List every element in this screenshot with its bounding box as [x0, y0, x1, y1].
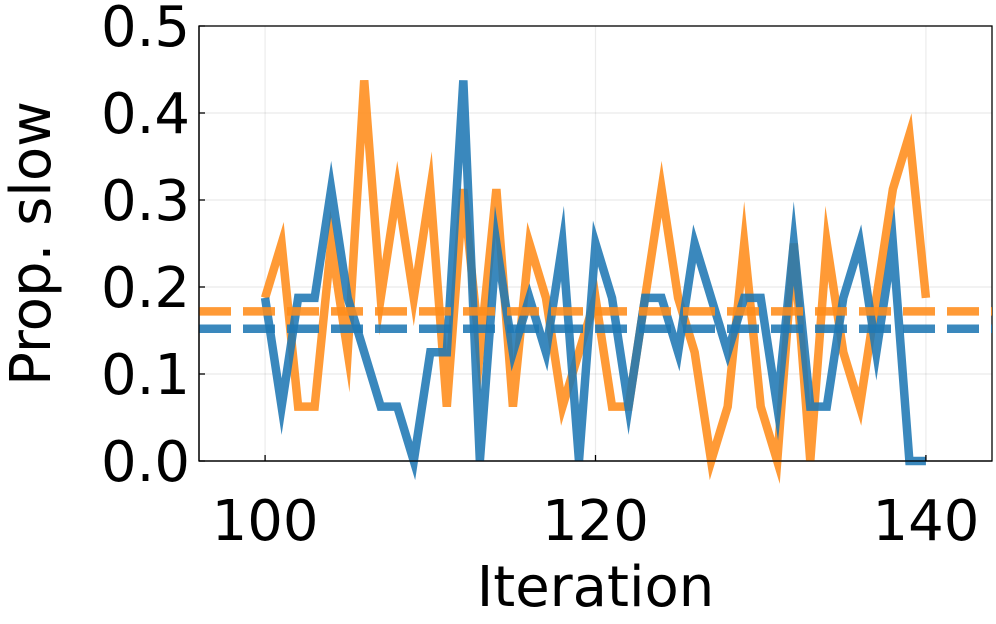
series-line-2 — [260, 80, 926, 481]
series-lines — [260, 80, 931, 484]
y-tick-label: 0.2 — [101, 256, 190, 321]
y-tick-label: 0.5 — [101, 0, 190, 60]
y-axis-title: Prop. slow — [0, 101, 64, 386]
y-tick-label: 0.3 — [101, 169, 190, 234]
axes: 100 120 140 0.0 0.1 0.2 0.3 0.4 0.5 — [101, 0, 992, 554]
y-tick-label: 0.1 — [101, 343, 190, 408]
x-tick-label: 120 — [542, 489, 649, 554]
y-tick-label: 0.0 — [101, 430, 190, 495]
x-tick-label: 140 — [872, 489, 979, 554]
x-axis-title: Iteration — [477, 555, 715, 620]
mean-lines — [199, 307, 992, 334]
y-tick-label: 0.4 — [101, 82, 190, 147]
x-tick-label: 100 — [212, 489, 319, 554]
